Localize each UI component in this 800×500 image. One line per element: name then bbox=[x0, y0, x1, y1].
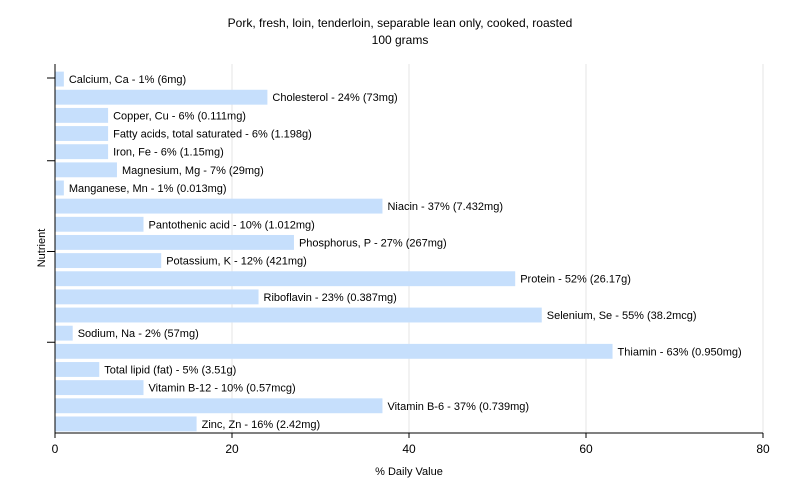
bar bbox=[55, 180, 64, 196]
bar bbox=[55, 107, 109, 123]
bar-label: Phosphorus, P - 27% (267mg) bbox=[299, 237, 447, 249]
x-tick-label: 40 bbox=[402, 442, 416, 456]
x-tick-label: 80 bbox=[756, 442, 770, 456]
bar bbox=[55, 89, 268, 105]
x-tick-label: 60 bbox=[579, 442, 593, 456]
bar bbox=[55, 198, 383, 214]
bar-label: Calcium, Ca - 1% (6mg) bbox=[69, 74, 186, 86]
bar-label: Potassium, K - 12% (421mg) bbox=[166, 256, 307, 268]
bar bbox=[55, 126, 109, 141]
bar bbox=[55, 416, 197, 432]
chart-subtitle: 100 grams bbox=[371, 33, 429, 47]
bar bbox=[55, 398, 383, 414]
bar bbox=[55, 271, 516, 287]
bar-label: Cholesterol - 24% (73mg) bbox=[272, 92, 397, 104]
bar bbox=[55, 253, 162, 269]
bar-label: Manganese, Mn - 1% (0.013mg) bbox=[69, 183, 227, 195]
bar-label: Selenium, Se - 55% (38.2mcg) bbox=[547, 310, 697, 322]
bar-label: Vitamin B-6 - 37% (0.739mg) bbox=[387, 401, 529, 413]
bar bbox=[55, 71, 64, 87]
x-tick-label: 0 bbox=[52, 442, 59, 456]
bar-label: Zinc, Zn - 16% (2.42mg) bbox=[202, 419, 321, 431]
chart-title: Pork, fresh, loin, tenderloin, separable… bbox=[227, 16, 573, 30]
bar-label: Vitamin B-12 - 10% (0.57mcg) bbox=[149, 383, 296, 395]
bar bbox=[55, 307, 542, 323]
y-axis-label: Nutrient bbox=[36, 228, 48, 268]
x-axis-label: % Daily Value bbox=[375, 466, 443, 478]
bar-label: Protein - 52% (26.17g) bbox=[520, 274, 631, 286]
bar bbox=[55, 325, 73, 341]
bar-label: Fatty acids, total saturated - 6% (1.198… bbox=[113, 129, 312, 141]
bar bbox=[55, 144, 109, 160]
bar-label: Pantothenic acid - 10% (1.012mg) bbox=[149, 219, 315, 231]
bar-label: Copper, Cu - 6% (0.111mg) bbox=[113, 110, 246, 122]
bar-label: Niacin - 37% (7.432mg) bbox=[387, 201, 503, 213]
bar bbox=[55, 380, 144, 396]
bar bbox=[55, 216, 144, 232]
x-tick-label: 20 bbox=[225, 442, 239, 456]
bar bbox=[55, 343, 613, 359]
bar-label: Thiamin - 63% (0.950mg) bbox=[618, 346, 742, 358]
bar-label: Magnesium, Mg - 7% (29mg) bbox=[122, 165, 264, 177]
bar-label: Total lipid (fat) - 5% (3.51g) bbox=[104, 364, 236, 376]
bar-label: Iron, Fe - 6% (1.15mg) bbox=[113, 147, 224, 159]
bar-label: Riboflavin - 23% (0.387mg) bbox=[264, 292, 397, 304]
bar bbox=[55, 362, 100, 377]
bar-label: Sodium, Na - 2% (57mg) bbox=[78, 328, 199, 340]
bar bbox=[55, 289, 259, 305]
bar bbox=[55, 234, 294, 250]
bar bbox=[55, 162, 117, 178]
